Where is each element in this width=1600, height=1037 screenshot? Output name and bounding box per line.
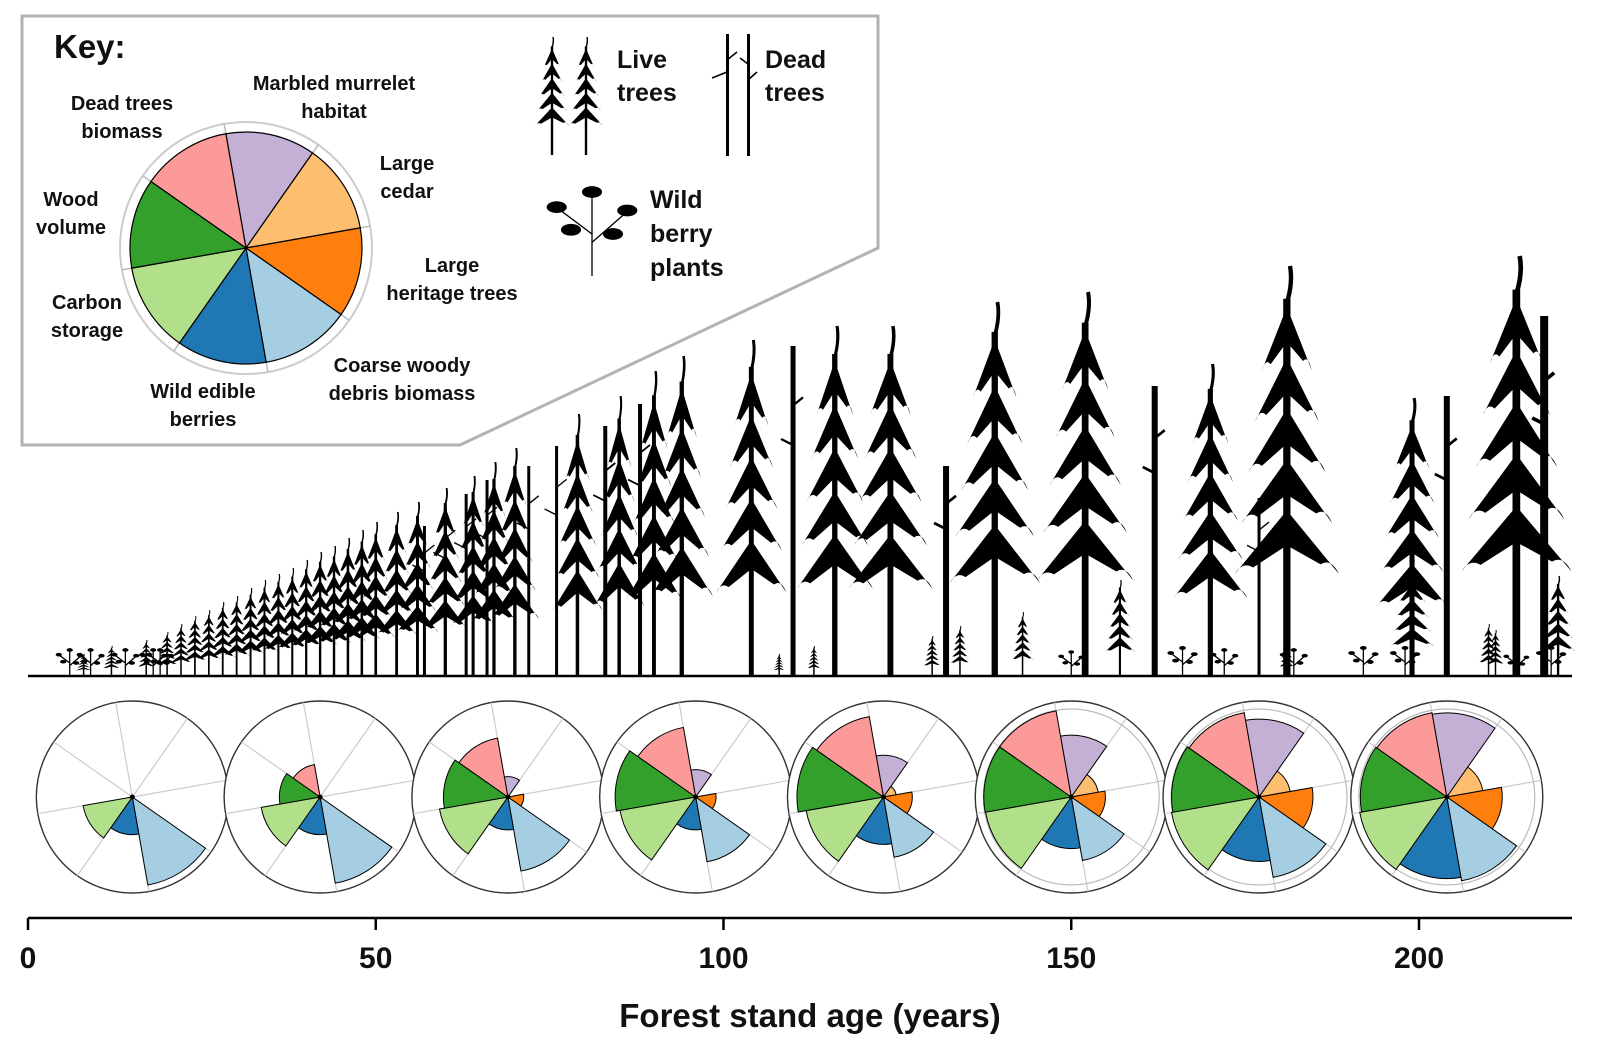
rose-wedge-debris (882, 795, 935, 858)
live-tree-icon (535, 36, 603, 155)
rose-age-150 (974, 700, 1168, 894)
key-label-wood: Wood (43, 189, 98, 211)
key-wedge-debris (245, 246, 342, 363)
x-axis: 0 50 100 150 200 (20, 916, 1572, 975)
rose-wedge-debris (319, 795, 393, 884)
rose-age-69 (411, 700, 605, 894)
key-label-berries: berries (170, 409, 237, 431)
svg-text:trees: trees (765, 79, 825, 107)
dead-trees-label-line2: trees (765, 79, 825, 107)
rose-age-177 (1162, 700, 1356, 894)
dead-tree-icon (711, 34, 758, 156)
rose-wedge-carbon (1170, 796, 1261, 871)
berry-plant-icon (546, 186, 638, 276)
svg-text:berry: berry (650, 220, 713, 248)
key-wedge-deadbio (150, 133, 247, 250)
berry-label-line3: plants (650, 254, 724, 282)
rose-wedge-murrelet (1244, 718, 1305, 799)
key-wedge-carbon (131, 247, 248, 344)
rose-wedge-debris (1070, 795, 1125, 862)
x-tick-label: 200 (1394, 942, 1444, 975)
key-rose-chart (119, 121, 373, 375)
rose-wedge-wood (1171, 746, 1261, 813)
rose-age-204 (1350, 700, 1544, 894)
x-tick-label: 100 (698, 942, 748, 975)
rose-wedge-carbon (984, 796, 1073, 869)
rose-wedge-deadbio (998, 710, 1072, 799)
dead-trees-legend: Dead trees (711, 34, 826, 156)
rose-wedge-carbon (260, 796, 322, 847)
key-label-debris: debris biomass (329, 383, 476, 405)
berry-label-line1: Wild (650, 186, 703, 214)
forest-silhouette (55, 255, 1576, 676)
key-labels: Marbled murrelet habitat Large cedar Large he… (36, 73, 518, 431)
svg-text:Live: Live (617, 46, 667, 74)
key-label-deadbio: biomass (81, 121, 162, 143)
key-wedge-murrelet (225, 131, 314, 250)
key-label-heritage: Large (425, 255, 479, 277)
rose-wedge-debris (694, 795, 751, 863)
rose-wedge-deadbio (458, 737, 509, 799)
key-wedge-berries (178, 246, 267, 365)
svg-text:plants: plants (650, 254, 724, 282)
key-label-cedar: Large (380, 153, 434, 175)
key-label-murrelet: habitat (301, 101, 367, 123)
rose-wedge-carbon (1359, 796, 1448, 871)
rose-age-42 (223, 700, 417, 894)
key-label-debris: Coarse woody (334, 355, 472, 377)
rose-wedge-debris (131, 795, 207, 886)
rose-wedge-carbon (619, 796, 697, 861)
rose-wedge-murrelet (1431, 712, 1496, 799)
live-trees-legend: Live trees (535, 36, 677, 155)
rose-wedge-debris (507, 795, 571, 872)
rose-wedge-wood (796, 746, 885, 813)
key-wedge-heritage (244, 227, 363, 316)
key-label-deadbio: Dead trees (71, 93, 173, 115)
svg-text:trees: trees (617, 79, 677, 107)
key-label-cedar: cedar (380, 181, 434, 203)
live-trees-label-line1: Live (617, 46, 667, 74)
rose-wedge-wood (614, 750, 697, 812)
rose-wedge-wood (983, 746, 1073, 813)
dead-trees-label-line1: Dead (765, 46, 826, 74)
key-label-carbon: storage (51, 320, 123, 342)
key-label-wood: volume (36, 217, 106, 239)
x-tick-label: 150 (1046, 942, 1096, 975)
rose-wedge-carbon (805, 796, 885, 862)
rose-wedge-wood (442, 759, 510, 809)
rose-wedge-wood (1359, 746, 1449, 813)
key-label-berries: Wild edible (150, 381, 255, 403)
x-axis-label: Forest stand age (years) (619, 997, 1000, 1034)
rose-wedge-debris (1446, 795, 1518, 882)
rose-wedge-deadbio (1376, 712, 1448, 799)
rose-wedge-deadbio (637, 726, 697, 799)
rose-wedge-deadbio (815, 716, 885, 799)
wild-berry-legend: Wild berry plants (546, 186, 724, 282)
rose-age-96 (598, 700, 793, 894)
rose-wedge-carbon (438, 796, 509, 855)
rose-wedge-wood (278, 772, 322, 805)
rose-wedge-berries (1399, 795, 1462, 880)
rose-wedge-debris (1258, 795, 1327, 878)
rose-wedge-deadbio (292, 764, 321, 799)
key-title: Key: (54, 28, 126, 65)
berry-label-line2: berry (650, 220, 713, 248)
rose-age-15 (35, 700, 230, 894)
x-tick-label: 50 (359, 942, 392, 975)
rose-wedge-carbon (82, 796, 134, 839)
live-trees-label-line2: trees (617, 79, 677, 107)
x-tick-label: 0 (20, 942, 37, 975)
rose-diagrams (35, 700, 1544, 894)
rose-wedge-deadbio (1188, 712, 1260, 799)
svg-text:Wild: Wild (650, 186, 703, 214)
key-label-carbon: Carbon (52, 292, 122, 314)
key-label-murrelet: Marbled murrelet (253, 73, 416, 95)
key-wedge-wood (129, 180, 248, 269)
key-label-heritage: heritage trees (386, 283, 517, 305)
key-wedge-cedar (244, 152, 361, 249)
svg-text:Dead: Dead (765, 46, 826, 74)
rose-age-123 (786, 700, 981, 894)
